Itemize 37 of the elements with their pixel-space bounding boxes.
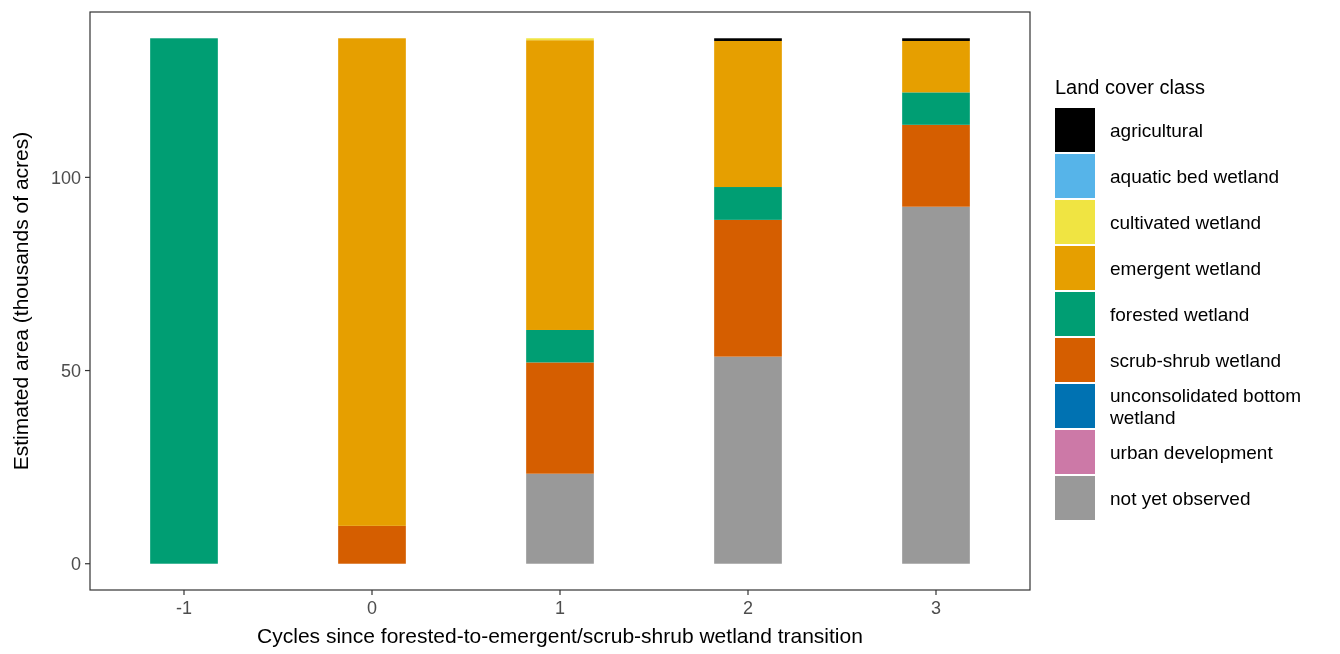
legend-label: cultivated wetland [1110, 211, 1262, 233]
bar [526, 362, 594, 474]
legend-label: emergent wetland [1110, 257, 1262, 279]
bar [902, 40, 970, 93]
x-tick-label: -1 [175, 598, 193, 618]
bar [714, 40, 782, 188]
x-tick-label: 1 [554, 598, 566, 618]
bar [902, 206, 970, 564]
bar [150, 38, 218, 564]
x-tick-label: 2 [742, 598, 754, 618]
bar [526, 40, 594, 330]
legend-label: aquatic bed wetland [1110, 165, 1280, 187]
legend-title: Land cover class [1055, 76, 1206, 98]
bar [714, 219, 782, 357]
legend-label: scrub-shrub wetland [1110, 349, 1282, 371]
y-axis-title: Estimated area (thousands of acres) [9, 131, 32, 471]
legend-label: not yet observed [1110, 487, 1251, 509]
bar [338, 38, 406, 526]
y-tick-label: 100 [50, 167, 81, 188]
bar [338, 525, 406, 564]
x-tick-label: 3 [930, 598, 942, 618]
legend-label: agricultural [1110, 119, 1203, 141]
bar [714, 38, 782, 41]
y-tick-label: 50 [60, 360, 81, 381]
bar [902, 92, 970, 125]
bar [526, 329, 594, 363]
legend-label: urban development [1110, 441, 1274, 463]
bar [902, 124, 970, 207]
bar [714, 356, 782, 564]
x-axis-title: Cycles since forested-to-emergent/scrub-shrub wetland transition [257, 624, 863, 647]
x-tick-label: 0 [366, 598, 378, 618]
legend-label: forested wetland [1110, 303, 1250, 325]
legend-label: unconsolidated bottom wetland [1109, 384, 1302, 428]
y-tick-label: 0 [70, 554, 81, 575]
bar [902, 38, 970, 41]
bar [714, 187, 782, 220]
bar [526, 473, 594, 564]
